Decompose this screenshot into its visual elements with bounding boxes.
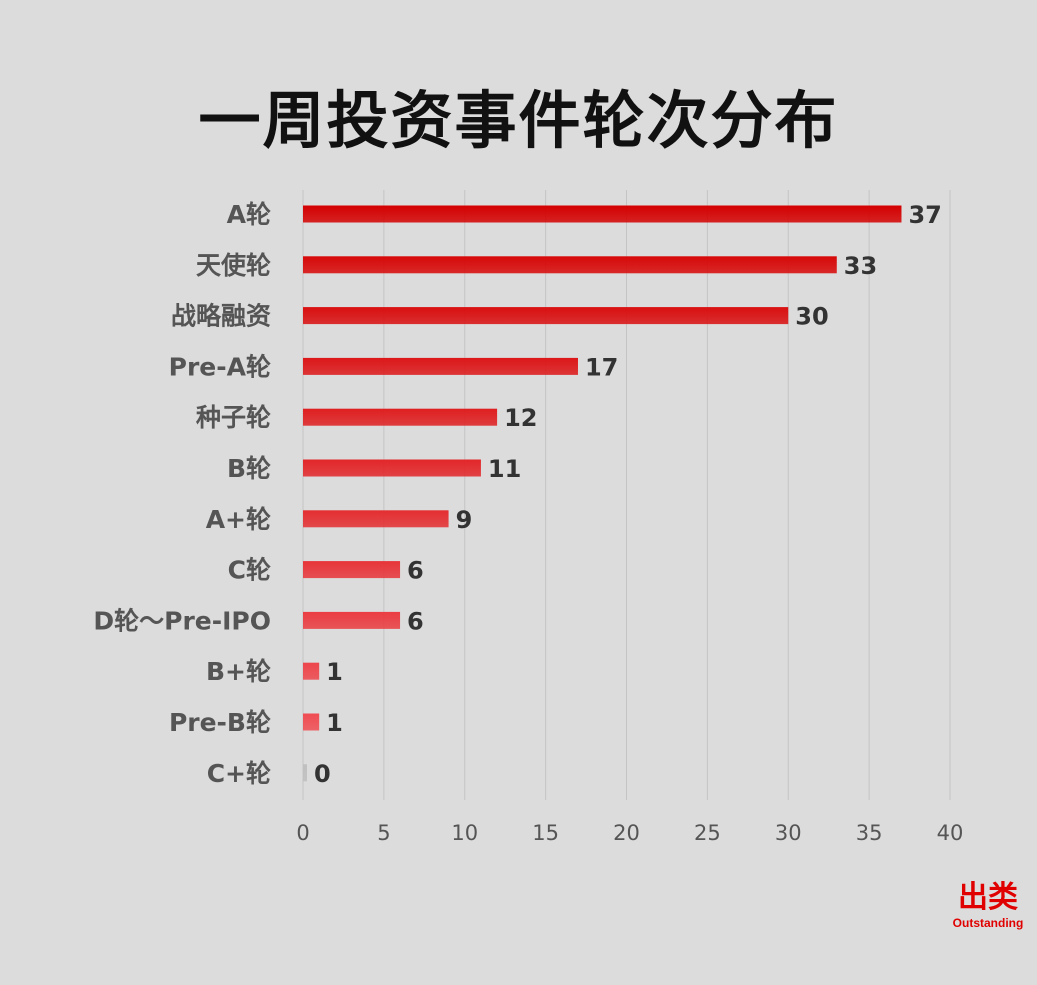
category-label: B+轮 xyxy=(206,657,271,686)
bars xyxy=(303,205,902,782)
x-tick-label: 35 xyxy=(856,821,883,845)
bar xyxy=(303,713,320,731)
category-label: C轮 xyxy=(228,556,271,585)
value-label: 6 xyxy=(407,557,424,585)
bar xyxy=(303,561,401,579)
x-tick-label: 40 xyxy=(937,821,964,845)
value-label: 33 xyxy=(844,252,877,280)
bar xyxy=(303,611,401,629)
value-label: 0 xyxy=(314,760,331,788)
bar xyxy=(303,459,481,477)
value-label: 9 xyxy=(456,506,473,534)
category-label: D轮～Pre-IPO xyxy=(93,606,271,635)
category-label: 战略融资 xyxy=(171,302,271,331)
value-label: 6 xyxy=(407,607,424,635)
category-label: Pre-B轮 xyxy=(169,708,271,737)
value-label: 30 xyxy=(795,303,828,331)
category-label: A+轮 xyxy=(206,505,271,534)
value-label: 12 xyxy=(504,404,537,432)
bar xyxy=(303,764,307,782)
category-label: B轮 xyxy=(227,454,271,483)
bar xyxy=(303,205,902,223)
x-tick-label: 0 xyxy=(296,821,309,845)
category-label: Pre-A轮 xyxy=(169,352,271,381)
grid-lines xyxy=(302,190,951,800)
value-label: 1 xyxy=(326,709,343,737)
brand-logo: 出类 Outstanding xyxy=(944,880,1032,930)
category-label: 天使轮 xyxy=(196,251,271,280)
bar xyxy=(303,256,837,274)
x-axis-ticks: 0 5 10 15 20 25 30 35 40 xyxy=(296,821,963,845)
x-tick-label: 5 xyxy=(377,821,390,845)
bar xyxy=(303,357,578,375)
value-label: 37 xyxy=(908,201,941,229)
category-label: C+轮 xyxy=(207,759,271,788)
x-tick-label: 10 xyxy=(451,821,478,845)
x-tick-label: 15 xyxy=(532,821,559,845)
logo-english-text: Outstanding xyxy=(952,916,1024,930)
category-label: A轮 xyxy=(227,200,271,229)
bar xyxy=(303,408,498,426)
value-label: 1 xyxy=(326,658,343,686)
logo-chinese-text: 出类 xyxy=(958,880,1018,915)
bar xyxy=(303,662,320,680)
value-label: 11 xyxy=(488,455,521,483)
x-tick-label: 25 xyxy=(694,821,721,845)
bar xyxy=(303,307,789,325)
chart-title: 一周投资事件轮次分布 xyxy=(198,84,839,157)
x-tick-label: 20 xyxy=(613,821,640,845)
bar xyxy=(303,510,449,528)
category-label: 种子轮 xyxy=(196,403,271,432)
x-tick-label: 30 xyxy=(775,821,802,845)
value-label: 17 xyxy=(585,353,618,381)
